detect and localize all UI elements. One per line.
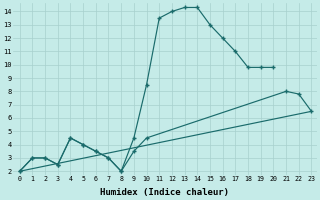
X-axis label: Humidex (Indice chaleur): Humidex (Indice chaleur) bbox=[100, 188, 229, 197]
